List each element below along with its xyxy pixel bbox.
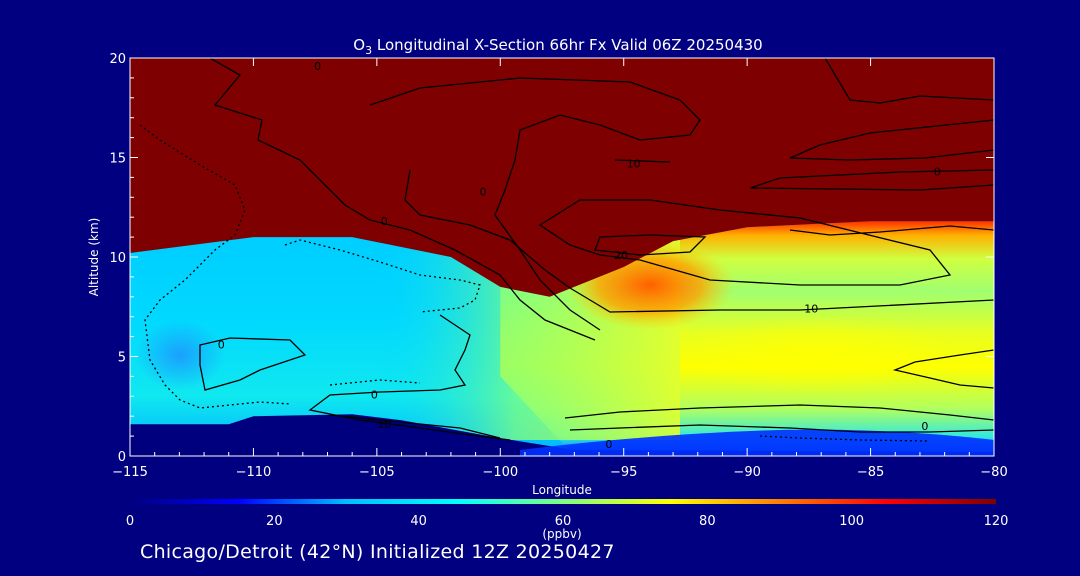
field-boundary-layer [130,414,994,456]
field-surface-blue [520,429,994,456]
colorbar: 0 20 40 60 80 100 120 (ppbv) [126,499,1009,541]
contour-label: 0 [218,339,225,352]
colorbar-bar [130,499,996,504]
colorbar-ticks: 0 20 40 60 80 100 120 [126,514,1009,529]
contour-label: 0 [371,388,378,401]
contour-label: 0 [921,420,928,433]
x-tick-label: −90 [733,465,760,480]
footer-caption: Chicago/Detroit (42°N) Initialized 12Z 2… [140,541,615,563]
contour-10-small [594,159,707,256]
chart-title: O3 Longitudinal X-Section 66hr Fx Valid … [353,36,762,57]
field-yellow-core [680,315,960,395]
contour-10-ring [404,169,994,313]
colorbar-tick-label: 0 [126,514,134,529]
colorbar-tick-label: 20 [266,514,283,529]
y-axis-label: Altitude (km) [87,218,101,297]
axes: −115 −110 −105 −100 −95 −90 −85 −80 0 5 10 15 20 Lo… [87,52,1008,497]
field-blue-core [135,320,225,390]
contour-label: 10 [377,418,391,431]
contour-label: 10 [627,158,641,171]
contour-0-upper2 [369,77,701,331]
x-axis-label: Longitude [532,483,592,497]
contour-10-upper [749,58,994,191]
colorbar-tick-label: 40 [410,514,427,529]
field-stratosphere [130,58,994,297]
contour-dotted-mid [284,239,481,313]
x-tick-label: −95 [610,465,637,480]
contour-dotted-low [329,379,931,442]
colorbar-tick-label: 60 [555,514,572,529]
contour-lower-3 [569,424,994,433]
contour-0-west [199,337,307,391]
y-axis: 0 5 10 15 20 [109,52,994,465]
contour-lines [139,58,994,442]
x-tick-label: −100 [482,465,518,480]
contour-label: 0 [480,185,487,198]
colorbar-tick-label: 80 [699,514,716,529]
x-tick-label: −115 [112,465,148,480]
contour-label: 0 [314,60,321,73]
x-tick-label: −80 [980,465,1007,480]
contour-0-upper [209,58,596,341]
y-tick-label: 10 [109,251,126,266]
contour-lower-1 [308,314,511,441]
contour-label: 0 [934,165,941,178]
y-tick-label: 0 [118,450,126,465]
y-tick-label: 15 [109,152,126,167]
colorbar-unit: (ppbv) [542,527,581,541]
contour-20-ring [538,199,952,286]
contour-labels: 0 0 0 10 0 20 10 0 0 10 0 0 [218,60,941,451]
x-axis: −115 −110 −105 −100 −95 −90 −85 −80 [112,58,1008,480]
contour-east-inner [892,349,994,389]
x-tick-label: −110 [236,465,272,480]
contour-dotted-west [139,124,291,409]
contour-label: 20 [614,249,628,262]
colorbar-tick-label: 120 [984,514,1009,529]
y-tick-label: 5 [118,351,126,366]
contour-label: 10 [804,303,818,316]
contour-lower-2 [329,404,994,439]
contour-label: 0 [605,438,612,451]
contour-east-upper [789,225,994,236]
colorbar-tick-label: 100 [839,514,864,529]
contour-label: 0 [381,215,388,228]
x-tick-label: −85 [857,465,884,480]
y-tick-label: 20 [109,52,126,67]
ozone-field [130,58,994,456]
x-tick-label: −105 [359,465,395,480]
